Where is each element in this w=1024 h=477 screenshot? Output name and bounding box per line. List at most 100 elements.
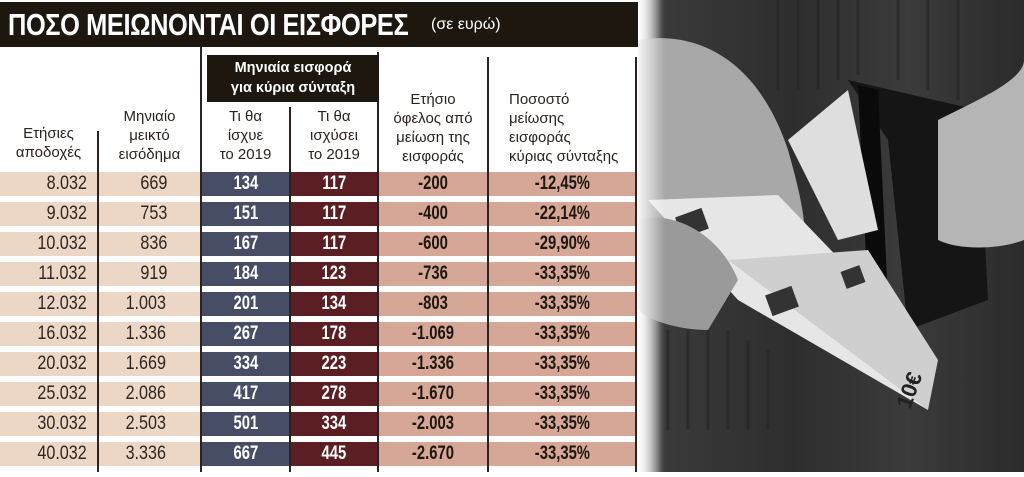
- photo-illustration: 10€: [638, 0, 1024, 472]
- cell-value: 2.086: [126, 383, 167, 404]
- cell-value: 3.336: [126, 443, 167, 464]
- cell-would-apply-2019: 184: [202, 262, 289, 286]
- cell-value: -33,35%: [534, 353, 590, 374]
- cell-annual-benefit: -2.670: [379, 442, 487, 466]
- cell-annual-benefit: -400: [379, 202, 487, 226]
- table-row: 9.032 753 151 117 -400 -22,14%: [0, 202, 636, 226]
- cell-value: 12.032: [37, 293, 87, 314]
- contributions-table: Μηνιαία εισφορά για κύρια σύνταξη Ετήσιε…: [0, 47, 640, 477]
- table-row: 12.032 1.003 201 134 -803 -33,35%: [0, 292, 636, 316]
- cell-will-apply-2019: 117: [291, 172, 377, 196]
- group-header-monthly-contribution: Μηνιαία εισφορά για κύρια σύνταξη: [207, 55, 379, 102]
- cell-will-apply-2019: 178: [291, 322, 377, 346]
- cell-value: 178: [321, 323, 347, 344]
- cell-value: 134: [321, 293, 347, 314]
- cell-value: -33,35%: [534, 263, 590, 284]
- cell-annual-benefit: -600: [379, 232, 487, 256]
- cell-reduction-percent: -33,35%: [489, 442, 635, 466]
- table-row: 8.032 669 134 117 -200 -12,45%: [0, 172, 636, 196]
- cell-monthly-gross: 2.086: [99, 382, 200, 406]
- cell-monthly-gross: 1.003: [99, 292, 200, 316]
- cell-value: 334: [321, 413, 347, 434]
- cell-value: 1.336: [126, 323, 167, 344]
- cell-will-apply-2019: 117: [291, 202, 377, 226]
- cell-monthly-gross: 3.336: [99, 442, 200, 466]
- divider: [200, 47, 202, 472]
- cell-value: 117: [322, 233, 346, 254]
- cell-annual-earnings: 40.032: [0, 442, 97, 466]
- cell-value: 2.503: [126, 413, 167, 434]
- divider: [377, 52, 379, 472]
- cell-value: 667: [233, 443, 258, 464]
- col-header-will-apply-2019: Τι θα ισχύσει το 2019: [308, 108, 360, 163]
- cell-monthly-gross: 669: [99, 172, 200, 196]
- cell-annual-benefit: -803: [379, 292, 487, 316]
- divider: [487, 57, 489, 472]
- cell-value: -1.069: [411, 323, 455, 344]
- cell-annual-benefit: -736: [379, 262, 487, 286]
- cell-annual-earnings: 30.032: [0, 412, 97, 436]
- wallet-euro-photo: 10€: [638, 0, 1024, 472]
- cell-monthly-gross: 2.503: [99, 412, 200, 436]
- cell-would-apply-2019: 501: [202, 412, 289, 436]
- cell-annual-benefit: -1.069: [379, 322, 487, 346]
- cell-annual-earnings: 9.032: [0, 202, 97, 226]
- cell-value: 151: [233, 203, 258, 224]
- cell-monthly-gross: 753: [99, 202, 200, 226]
- cell-value: 267: [233, 323, 258, 344]
- cell-value: 184: [233, 263, 258, 284]
- cell-value: -33,35%: [534, 413, 590, 434]
- cell-value: 669: [140, 173, 168, 194]
- col-header-would-apply-2019: Τι θα ίσχυε το 2019: [219, 108, 272, 163]
- table-row: 40.032 3.336 667 445 -2.670 -33,35%: [0, 442, 636, 466]
- cell-value: 417: [233, 383, 258, 404]
- cell-annual-benefit: -1.670: [379, 382, 487, 406]
- cell-value: -33,35%: [534, 443, 590, 464]
- table-row: 30.032 2.503 501 334 -2.003 -33,35%: [0, 412, 636, 436]
- cell-value: -2.670: [411, 443, 455, 464]
- cell-value: 334: [233, 353, 258, 374]
- cell-value: 223: [321, 353, 347, 374]
- cell-value: 201: [233, 293, 258, 314]
- cell-value: 445: [321, 443, 347, 464]
- cell-value: -22,14%: [534, 203, 590, 224]
- divider: [635, 57, 637, 472]
- cell-value: 919: [140, 263, 168, 284]
- cell-will-apply-2019: 134: [291, 292, 377, 316]
- cell-monthly-gross: 1.336: [99, 322, 200, 346]
- cell-value: 11.032: [38, 263, 87, 284]
- cell-would-apply-2019: 267: [202, 322, 289, 346]
- cell-value: 1.003: [126, 293, 167, 314]
- divider: [97, 131, 99, 472]
- cell-value: 753: [140, 203, 168, 224]
- cell-value: 9.032: [47, 203, 88, 224]
- cell-will-apply-2019: 117: [291, 232, 377, 256]
- table-row: 20.032 1.669 334 223 -1.336 -33,35%: [0, 352, 636, 376]
- cell-value: 117: [322, 203, 346, 224]
- title-bar: ΠΟΣΟ ΜΕΙΩΝΟΝΤΑΙ ΟΙ ΕΙΣΦΟΡΕΣ (σε ευρώ): [0, 2, 640, 47]
- cell-will-apply-2019: 445: [291, 442, 377, 466]
- cell-will-apply-2019: 123: [291, 262, 377, 286]
- cell-value: 25.032: [37, 383, 87, 404]
- cell-value: -2.003: [411, 413, 455, 434]
- cell-value: -803: [418, 293, 448, 314]
- cell-would-apply-2019: 417: [202, 382, 289, 406]
- cell-reduction-percent: -12,45%: [489, 172, 635, 196]
- cell-annual-earnings: 25.032: [0, 382, 97, 406]
- cell-will-apply-2019: 223: [291, 352, 377, 376]
- cell-value: 134: [233, 173, 258, 194]
- table-row: 25.032 2.086 417 278 -1.670 -33,35%: [0, 382, 636, 406]
- cell-value: 501: [233, 413, 258, 434]
- cell-reduction-percent: -33,35%: [489, 262, 635, 286]
- col-header-annual-benefit: Ετήσιο όφελος από μείωση της εισφοράς: [393, 91, 473, 165]
- col-header-reduction-percent: Ποσοστό μείωσης εισφοράς κύριας σύνταξης: [509, 91, 619, 165]
- cell-annual-benefit: -200: [379, 172, 487, 196]
- cell-value: 123: [321, 263, 347, 284]
- cell-annual-benefit: -1.336: [379, 352, 487, 376]
- cell-reduction-percent: -33,35%: [489, 412, 635, 436]
- cell-value: -600: [418, 233, 448, 254]
- title-unit: (σε ευρώ): [431, 16, 501, 33]
- cell-value: -33,35%: [534, 293, 590, 314]
- cell-reduction-percent: -33,35%: [489, 322, 635, 346]
- cell-will-apply-2019: 334: [291, 412, 377, 436]
